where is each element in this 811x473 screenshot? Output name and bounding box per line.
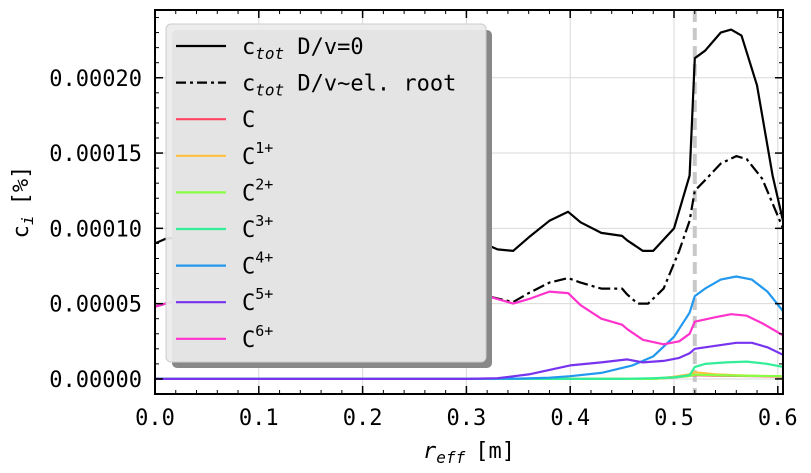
x-tick-label: 0.2 bbox=[343, 406, 383, 431]
series-line-6 bbox=[155, 275, 783, 380]
x-axis-label: reff [m] bbox=[423, 439, 515, 467]
legend-box bbox=[165, 23, 487, 363]
y-tick-label: 0.00005 bbox=[49, 293, 142, 318]
x-tick-label: 0.6 bbox=[758, 406, 798, 431]
plot-frame bbox=[154, 9, 784, 395]
legend-label-2: C bbox=[242, 108, 255, 133]
legend: ctot D/v=0 ctot D/v∼el. root C C1+ C2+ C3+ C4+… bbox=[165, 23, 492, 368]
series-line-7 bbox=[155, 341, 783, 380]
x-tick-label: 0.5 bbox=[654, 406, 694, 431]
legend-label-6: C4+ bbox=[242, 249, 273, 280]
legend-label-5: C3+ bbox=[242, 212, 273, 243]
legend-label-7: C5+ bbox=[242, 285, 273, 316]
series-line-5 bbox=[155, 360, 783, 380]
legend-label-8: C6+ bbox=[242, 322, 273, 353]
ticks bbox=[154, 10, 783, 395]
legend-entries: ctot D/v=0 ctot D/v∼el. root C C1+ C2+ C3+ C4+… bbox=[176, 35, 456, 353]
legend-label-1: ctot D/v∼el. root bbox=[242, 72, 456, 100]
y-tick-label: 0.00000 bbox=[49, 368, 142, 393]
x-tick-label: 0.3 bbox=[447, 406, 487, 431]
legend-label-0: ctot D/v=0 bbox=[242, 35, 364, 63]
y-axis-label: ci[%] bbox=[9, 166, 37, 239]
tick-labels: 0.0 0.1 0.2 0.3 0.4 0.5 0.6 0.00000 0.00005 0.000… bbox=[49, 67, 797, 431]
x-tick-label: 0.0 bbox=[135, 406, 175, 431]
series-layer bbox=[155, 28, 783, 380]
legend-label-3: C1+ bbox=[242, 139, 273, 170]
y-tick-label: 0.00020 bbox=[49, 67, 142, 92]
y-tick-label: 0.00010 bbox=[49, 217, 142, 242]
x-tick-label: 0.4 bbox=[550, 406, 590, 431]
x-tick-label: 0.1 bbox=[239, 406, 279, 431]
legend-label-4: C2+ bbox=[242, 175, 273, 206]
y-tick-label: 0.00015 bbox=[49, 142, 142, 167]
